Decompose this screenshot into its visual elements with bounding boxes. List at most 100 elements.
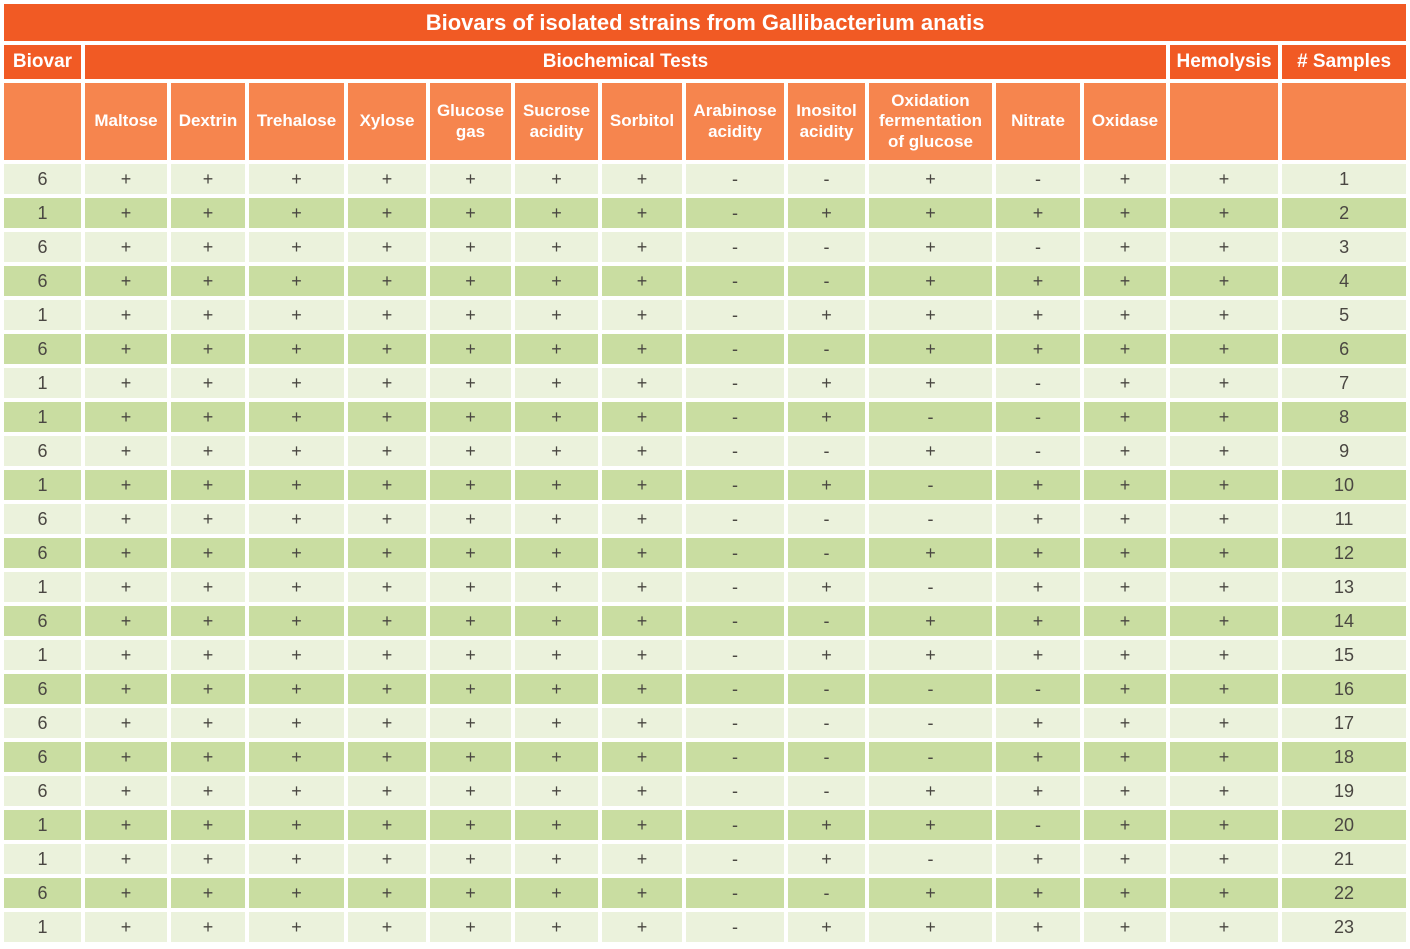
cell-trehalose: + — [249, 844, 344, 874]
cell-maltose: + — [85, 232, 167, 262]
cell-arabinose-acidity: - — [686, 742, 784, 772]
cell-trehalose: + — [249, 266, 344, 296]
cell-xylose: + — [348, 810, 426, 840]
cell-oxidase: + — [1084, 708, 1166, 738]
cell-sorbitol: + — [602, 266, 682, 296]
cell-glucose-gas: + — [430, 844, 511, 874]
cell-oxidase: + — [1084, 572, 1166, 602]
cell-inositol-acidity: + — [788, 810, 865, 840]
cell-inositol-acidity: - — [788, 708, 865, 738]
cell-biovar: 6 — [4, 232, 81, 262]
cell-xylose: + — [348, 198, 426, 228]
cell-trehalose: + — [249, 640, 344, 670]
cell-glucose-gas: + — [430, 912, 511, 942]
cell-sorbitol: + — [602, 232, 682, 262]
cell-sucrose-acidity: + — [515, 912, 598, 942]
cell-oxidase: + — [1084, 266, 1166, 296]
cell-sorbitol: + — [602, 708, 682, 738]
cell-hemolysis: + — [1170, 198, 1278, 228]
cell-biovar: 1 — [4, 572, 81, 602]
cell-dextrin: + — [171, 470, 245, 500]
cell-nitrate: + — [996, 470, 1080, 500]
cell-arabinose-acidity: - — [686, 878, 784, 908]
cell-oxidation-fermentation-of-glucose: + — [869, 198, 992, 228]
cell-maltose: + — [85, 164, 167, 194]
cell-maltose: + — [85, 640, 167, 670]
cell-maltose: + — [85, 402, 167, 432]
cell-inositol-acidity: - — [788, 742, 865, 772]
cell-samples: 23 — [1282, 912, 1407, 942]
cell-maltose: + — [85, 504, 167, 534]
cell-hemolysis: + — [1170, 504, 1278, 534]
cell-glucose-gas: + — [430, 742, 511, 772]
cell-sucrose-acidity: + — [515, 300, 598, 330]
subheader-inositol-acidity: Inositol acidity — [788, 83, 865, 160]
cell-samples: 8 — [1282, 402, 1407, 432]
cell-samples: 4 — [1282, 266, 1407, 296]
cell-oxidase: + — [1084, 674, 1166, 704]
cell-inositol-acidity: + — [788, 368, 865, 398]
cell-maltose: + — [85, 844, 167, 874]
cell-trehalose: + — [249, 436, 344, 466]
subheader-sucrose-acidity: Sucrose acidity — [515, 83, 598, 160]
cell-sucrose-acidity: + — [515, 232, 598, 262]
cell-oxidase: + — [1084, 436, 1166, 466]
cell-dextrin: + — [171, 164, 245, 194]
cell-glucose-gas: + — [430, 776, 511, 806]
cell-xylose: + — [348, 232, 426, 262]
cell-oxidase: + — [1084, 878, 1166, 908]
table-row: 6 + + + + + + + - - + + + +14 — [4, 606, 1407, 636]
table-row: 6 + + + + + + + - - + + + +4 — [4, 266, 1407, 296]
cell-dextrin: + — [171, 232, 245, 262]
cell-nitrate: + — [996, 912, 1080, 942]
cell-sorbitol: + — [602, 572, 682, 602]
cell-maltose: + — [85, 606, 167, 636]
cell-trehalose: + — [249, 708, 344, 738]
cell-samples: 19 — [1282, 776, 1407, 806]
cell-oxidation-fermentation-of-glucose: + — [869, 810, 992, 840]
cell-sorbitol: + — [602, 742, 682, 772]
cell-biovar: 6 — [4, 436, 81, 466]
cell-hemolysis: + — [1170, 878, 1278, 908]
cell-trehalose: + — [249, 810, 344, 840]
cell-trehalose: + — [249, 470, 344, 500]
cell-oxidase: + — [1084, 912, 1166, 942]
cell-hemolysis: + — [1170, 266, 1278, 296]
cell-inositol-acidity: - — [788, 436, 865, 466]
cell-arabinose-acidity: - — [686, 198, 784, 228]
table-row: 6 + + + + + + + - - + + + +6 — [4, 334, 1407, 364]
table-row: 6 + + + + + + + - - + - + +3 — [4, 232, 1407, 262]
cell-glucose-gas: + — [430, 334, 511, 364]
cell-nitrate: - — [996, 232, 1080, 262]
cell-sorbitol: + — [602, 436, 682, 466]
cell-maltose: + — [85, 708, 167, 738]
cell-xylose: + — [348, 674, 426, 704]
cell-glucose-gas: + — [430, 572, 511, 602]
cell-biovar: 1 — [4, 912, 81, 942]
cell-oxidase: + — [1084, 402, 1166, 432]
cell-xylose: + — [348, 164, 426, 194]
cell-nitrate: - — [996, 810, 1080, 840]
cell-nitrate: + — [996, 708, 1080, 738]
cell-biovar: 1 — [4, 402, 81, 432]
cell-trehalose: + — [249, 674, 344, 704]
cell-oxidation-fermentation-of-glucose: - — [869, 504, 992, 534]
cell-nitrate: + — [996, 198, 1080, 228]
cell-sucrose-acidity: + — [515, 606, 598, 636]
cell-sorbitol: + — [602, 640, 682, 670]
cell-glucose-gas: + — [430, 300, 511, 330]
table-row: 1 + + + + + + + - + + - + +7 — [4, 368, 1407, 398]
title-row: Biovars of isolated strains from Galliba… — [4, 4, 1407, 41]
cell-samples: 2 — [1282, 198, 1407, 228]
cell-maltose: + — [85, 470, 167, 500]
cell-glucose-gas: + — [430, 606, 511, 636]
subheader-biovar-empty — [4, 83, 81, 160]
cell-oxidation-fermentation-of-glucose: - — [869, 470, 992, 500]
cell-sucrose-acidity: + — [515, 164, 598, 194]
cell-nitrate: + — [996, 572, 1080, 602]
cell-inositol-acidity: + — [788, 198, 865, 228]
cell-arabinose-acidity: - — [686, 606, 784, 636]
cell-samples: 12 — [1282, 538, 1407, 568]
cell-oxidase: + — [1084, 334, 1166, 364]
cell-trehalose: + — [249, 198, 344, 228]
